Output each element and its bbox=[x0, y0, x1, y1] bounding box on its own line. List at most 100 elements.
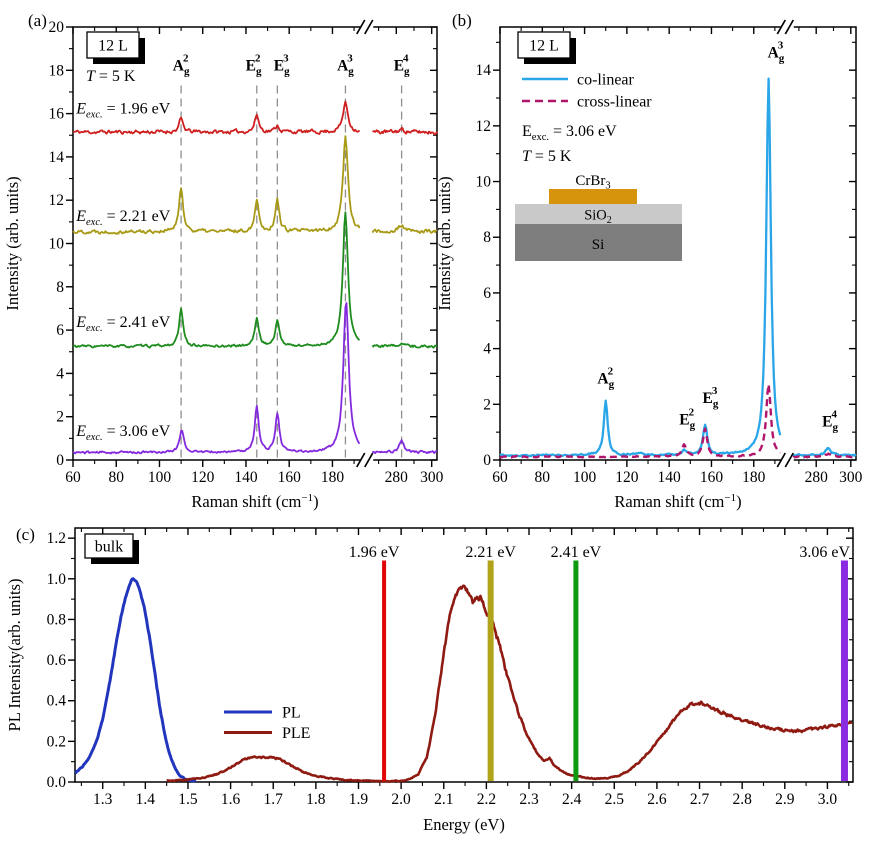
x-tick-label: 1.6 bbox=[221, 791, 241, 808]
axis-break-gap bbox=[780, 457, 794, 463]
phonon-guide-lines bbox=[180, 85, 403, 460]
mode-label-A2: Ag2 bbox=[597, 365, 614, 390]
mode-label-E3: Eg3 bbox=[702, 385, 718, 410]
y-tick-label: 0 bbox=[56, 452, 64, 469]
layer-label-CrBr: CrBr3 bbox=[575, 173, 610, 192]
mode-label-E3: Eg3 bbox=[274, 52, 290, 77]
layer-label-SiO: SiO2 bbox=[584, 208, 612, 227]
y-tick-label: 20 bbox=[49, 19, 65, 36]
axis-break-slash bbox=[356, 19, 366, 35]
axis-break-slash bbox=[776, 452, 787, 468]
temperature-label: T = 5 K bbox=[86, 68, 136, 85]
legend-label-cross-linear: cross-linear bbox=[577, 94, 652, 111]
x-tick-label: 300 bbox=[839, 469, 863, 486]
y-tick-label: 1.2 bbox=[47, 530, 66, 547]
x-tick-label: 1.9 bbox=[349, 791, 369, 808]
y-tick-label: 14 bbox=[49, 149, 65, 166]
sio2-layer bbox=[515, 204, 682, 224]
temperature-label: T = 5 K bbox=[522, 148, 572, 165]
x-tick-label: 1.8 bbox=[306, 791, 326, 808]
mode-label-A3: Ag3 bbox=[768, 40, 785, 65]
y-axis-title: Intensity (arb. units) bbox=[3, 176, 22, 310]
raman-curve-Eexc=2.21eV bbox=[72, 135, 438, 235]
excitation-line-label: 3.06 eV bbox=[799, 544, 850, 561]
raman-curve-cross-linear bbox=[499, 383, 857, 459]
x-tick-label: 160 bbox=[700, 469, 724, 486]
x-tick-label: 1.5 bbox=[178, 791, 198, 808]
x-tick-label: 120 bbox=[615, 469, 639, 486]
axes: 60 80 100 120 140 160 180 280 300 0 2 4 6 8 10 12 14 bbox=[476, 26, 863, 486]
x-axis-title: Raman shift (cm−1) bbox=[191, 492, 318, 511]
plot-border bbox=[72, 26, 438, 461]
y-tick-label: 12 bbox=[49, 192, 65, 209]
si-substrate bbox=[515, 224, 682, 261]
x-tick-label: 2.6 bbox=[647, 791, 667, 808]
curve-PLE bbox=[166, 584, 853, 783]
panel-c-pl-ple-spectra: 1.3 1.4 1.5 1.6 1.7 1.8 1.9 2.0 2.1 2.2 2.3 2.4 2.5 2… bbox=[5, 525, 854, 834]
axis-break-gap bbox=[360, 24, 374, 30]
y-tick-label: 1.0 bbox=[47, 571, 67, 588]
series-label: Eexc. = 2.41 eV bbox=[75, 314, 171, 334]
y-tick-label: 0.8 bbox=[47, 611, 67, 628]
series-label: Eexc. = 1.96 eV bbox=[75, 101, 171, 121]
x-tick-label: 2.7 bbox=[690, 791, 710, 808]
x-tick-label: 180 bbox=[321, 469, 345, 486]
legend-label-co-linear: co-linear bbox=[577, 72, 635, 89]
x-tick-label: 140 bbox=[234, 469, 258, 486]
axes: 1.3 1.4 1.5 1.6 1.7 1.8 1.9 2.0 2.1 2.2 2.3 2.4 2.5 2… bbox=[47, 527, 854, 808]
x-tick-label: 100 bbox=[148, 469, 172, 486]
series-label: Eexc. = 2.21 eV bbox=[75, 208, 171, 228]
x-tick-label: 300 bbox=[420, 469, 444, 486]
x-tick-label: 280 bbox=[805, 469, 829, 486]
x-tick-label: 60 bbox=[65, 469, 81, 486]
x-tick-label: 1.7 bbox=[264, 791, 284, 808]
y-tick-label: 0.6 bbox=[47, 652, 67, 669]
panel-b-polarization-raman: 60 80 100 120 140 160 180 280 300 0 2 4 6 8 10 12 14 Ag2 E… bbox=[435, 11, 863, 511]
mode-label-A2: Ag2 bbox=[173, 52, 190, 77]
x-tick-label: 2.4 bbox=[562, 791, 582, 808]
curve-PL bbox=[74, 577, 197, 783]
y-tick-label: 10 bbox=[49, 236, 65, 253]
y-axis-title: Intensity (arb. units) bbox=[435, 176, 454, 310]
plot-border bbox=[499, 26, 857, 461]
raman-curve-Eexc=2.41eV bbox=[72, 211, 438, 349]
x-tick-label: 1.3 bbox=[93, 791, 113, 808]
y-tick-label: 16 bbox=[49, 106, 65, 123]
y-tick-label: 8 bbox=[483, 229, 491, 246]
excitation-line-label: 1.96 eV bbox=[349, 544, 400, 561]
panel-tag-c: (c) bbox=[16, 525, 35, 544]
y-tick-label: 18 bbox=[49, 62, 65, 79]
x-tick-label: 2.3 bbox=[519, 791, 539, 808]
x-tick-label: 2.1 bbox=[434, 791, 453, 808]
x-tick-label: 1.4 bbox=[136, 791, 156, 808]
label-box bbox=[84, 533, 134, 559]
x-tick-label: 2.5 bbox=[605, 791, 625, 808]
excitation-label: Eexc. = 3.06 eV bbox=[522, 123, 617, 143]
x-tick-label: 280 bbox=[385, 469, 409, 486]
label-box bbox=[517, 31, 571, 59]
sample-stack-inset: CrBr3 SiO2 Si bbox=[515, 173, 682, 261]
axis-break-slash bbox=[364, 19, 374, 35]
x-tick-label: 2.8 bbox=[732, 791, 752, 808]
axis-break-slash bbox=[776, 19, 787, 35]
y-tick-label: 10 bbox=[476, 174, 492, 191]
crbr3-flake bbox=[549, 189, 637, 204]
x-tick-label: 2.9 bbox=[775, 791, 795, 808]
x-tick-label: 2.2 bbox=[477, 791, 496, 808]
raman-curve-co-linear bbox=[499, 77, 857, 458]
y-tick-label: 0.4 bbox=[47, 693, 67, 710]
y-tick-label: 8 bbox=[56, 279, 64, 296]
x-tick-label: 140 bbox=[658, 469, 682, 486]
panel-tag-a: (a) bbox=[28, 11, 47, 30]
x-tick-label: 2.0 bbox=[391, 791, 411, 808]
mode-label-E2: Eg2 bbox=[246, 52, 262, 77]
plot-border bbox=[74, 527, 854, 783]
y-tick-label: 12 bbox=[476, 118, 492, 135]
x-tick-label: 60 bbox=[492, 469, 508, 486]
mode-label-E4: Eg4 bbox=[822, 409, 838, 434]
axes: 60 80 100 120 140 160 180 280 300 0 2 4 6 8 10 12 14 16 18… bbox=[49, 19, 444, 486]
y-tick-label: 14 bbox=[476, 62, 492, 79]
x-tick-label: 180 bbox=[742, 469, 766, 486]
axis-break-gap bbox=[360, 457, 374, 463]
